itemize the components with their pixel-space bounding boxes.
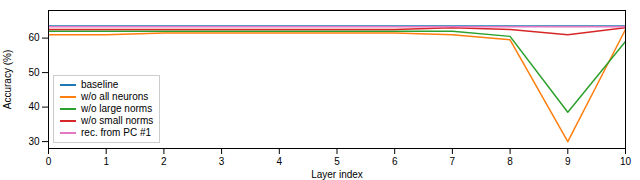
svg-text:6: 6 (392, 156, 398, 167)
svg-text:3: 3 (219, 156, 225, 167)
html-text:baseline: baseline (81, 79, 119, 90)
svg-text:8: 8 (507, 156, 513, 167)
html-text:w/o all neurons: w/o all neurons (81, 91, 149, 102)
html-text:rec. from PC #1: rec. from PC #1 (81, 127, 151, 138)
svg-text:7: 7 (450, 156, 456, 167)
svg-text:0: 0 (46, 156, 52, 167)
svg-text:10: 10 (620, 156, 632, 167)
svg-text:Layer index: Layer index (311, 169, 363, 180)
svg-text:50: 50 (28, 67, 40, 78)
svg-text:Accuracy (%): Accuracy (%) (2, 50, 13, 109)
html-text:w/o small norms: w/o small norms (81, 115, 154, 126)
svg-text:5: 5 (334, 156, 340, 167)
svg-text:2: 2 (161, 156, 167, 167)
svg-text:60: 60 (28, 32, 40, 43)
svg-text:9: 9 (565, 156, 571, 167)
svg-text:30: 30 (28, 136, 40, 147)
svg-text:4: 4 (277, 156, 283, 167)
html-text:w/o large norms: w/o large norms (81, 103, 153, 114)
svg-text:40: 40 (28, 101, 40, 112)
svg-text:1: 1 (103, 156, 109, 167)
